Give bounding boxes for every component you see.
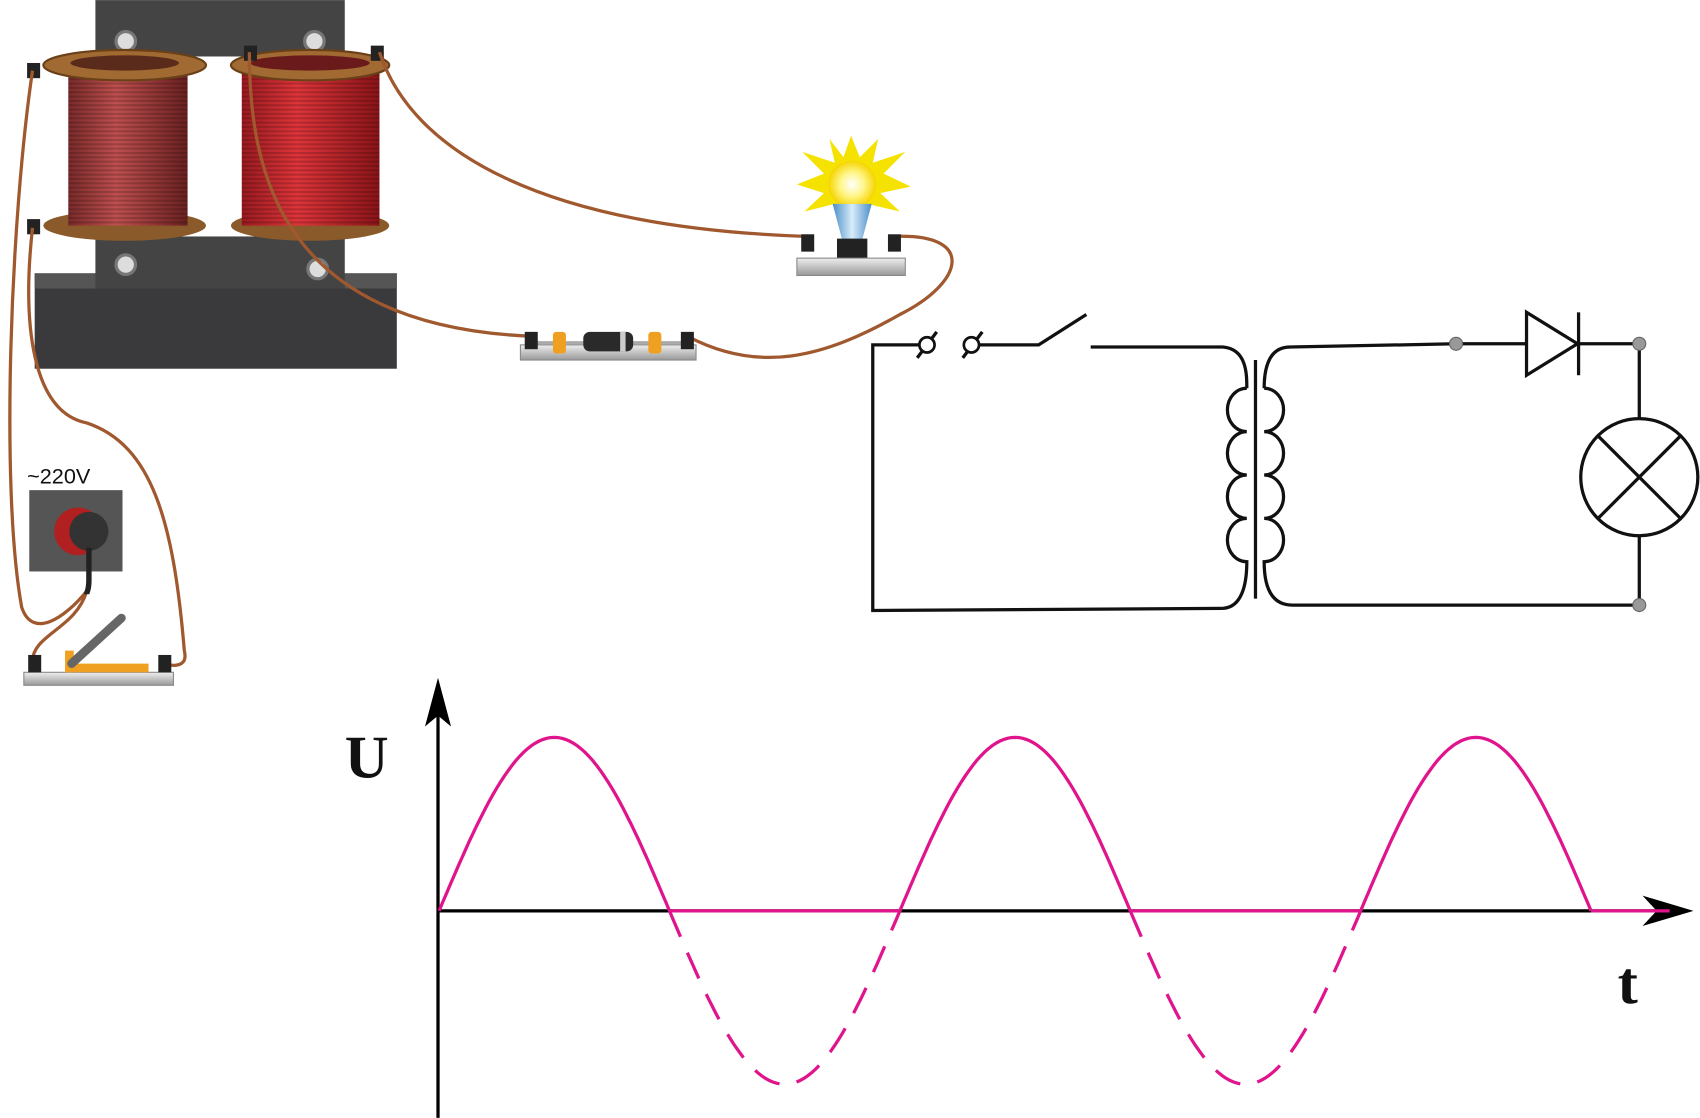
source-label: ~220V bbox=[27, 464, 91, 489]
wire bbox=[1262, 342, 1527, 389]
terminal bbox=[801, 234, 815, 252]
switch-base bbox=[23, 671, 175, 686]
wires bbox=[8, 51, 954, 667]
switch-blade-rail bbox=[67, 663, 149, 673]
x-axis-label: t bbox=[1618, 950, 1638, 1017]
clip bbox=[648, 331, 662, 354]
terminal bbox=[887, 234, 901, 252]
lamp bbox=[796, 135, 911, 277]
terminal bbox=[524, 331, 538, 350]
y-axis-label: U bbox=[345, 724, 389, 791]
wire bbox=[1090, 345, 1249, 389]
screw bbox=[303, 29, 326, 53]
diode-module bbox=[519, 331, 697, 361]
screw bbox=[114, 253, 138, 277]
plug bbox=[69, 511, 109, 551]
power-socket: ~220V bbox=[27, 464, 123, 595]
lamp-glow bbox=[828, 160, 877, 209]
switch-symbol bbox=[971, 313, 1088, 347]
schematic-nodes bbox=[918, 335, 1647, 613]
coil-hole bbox=[250, 55, 370, 71]
voltage-graph: U t bbox=[345, 677, 1694, 1118]
lamp-symbol bbox=[1579, 416, 1700, 538]
switch-handle bbox=[67, 613, 126, 668]
diode-band bbox=[620, 331, 626, 352]
rectified-wave bbox=[898, 735, 1132, 912]
y-axis-arrow bbox=[425, 677, 452, 727]
coil-winding bbox=[241, 65, 380, 226]
rectified-wave bbox=[437, 735, 671, 912]
lamp-bulb bbox=[832, 203, 872, 241]
coil-winding bbox=[68, 65, 188, 226]
switch bbox=[23, 613, 175, 686]
screw bbox=[114, 29, 138, 53]
lamp-base bbox=[796, 257, 906, 277]
rectified-wave bbox=[1359, 735, 1593, 912]
terminal bbox=[28, 654, 42, 673]
lamp-cross bbox=[1596, 434, 1682, 520]
transformer bbox=[27, 0, 397, 369]
suppressed-wave bbox=[1128, 910, 1363, 1086]
suppressed-wave bbox=[667, 910, 902, 1086]
clip bbox=[552, 331, 566, 354]
core-top bbox=[95, 0, 345, 57]
secondary-winding bbox=[1262, 386, 1640, 607]
coil-hole bbox=[70, 55, 179, 71]
wire bbox=[871, 343, 1223, 613]
diode-symbol bbox=[1524, 309, 1581, 379]
terminal bbox=[158, 654, 172, 673]
diode-body bbox=[583, 331, 634, 352]
primary-winding bbox=[1222, 386, 1249, 610]
core-base bbox=[34, 273, 397, 369]
plug-cord bbox=[84, 547, 92, 595]
lamp-socket bbox=[836, 238, 868, 261]
schematic bbox=[871, 309, 1700, 613]
terminal bbox=[680, 331, 694, 350]
wire bbox=[1578, 342, 1641, 606]
